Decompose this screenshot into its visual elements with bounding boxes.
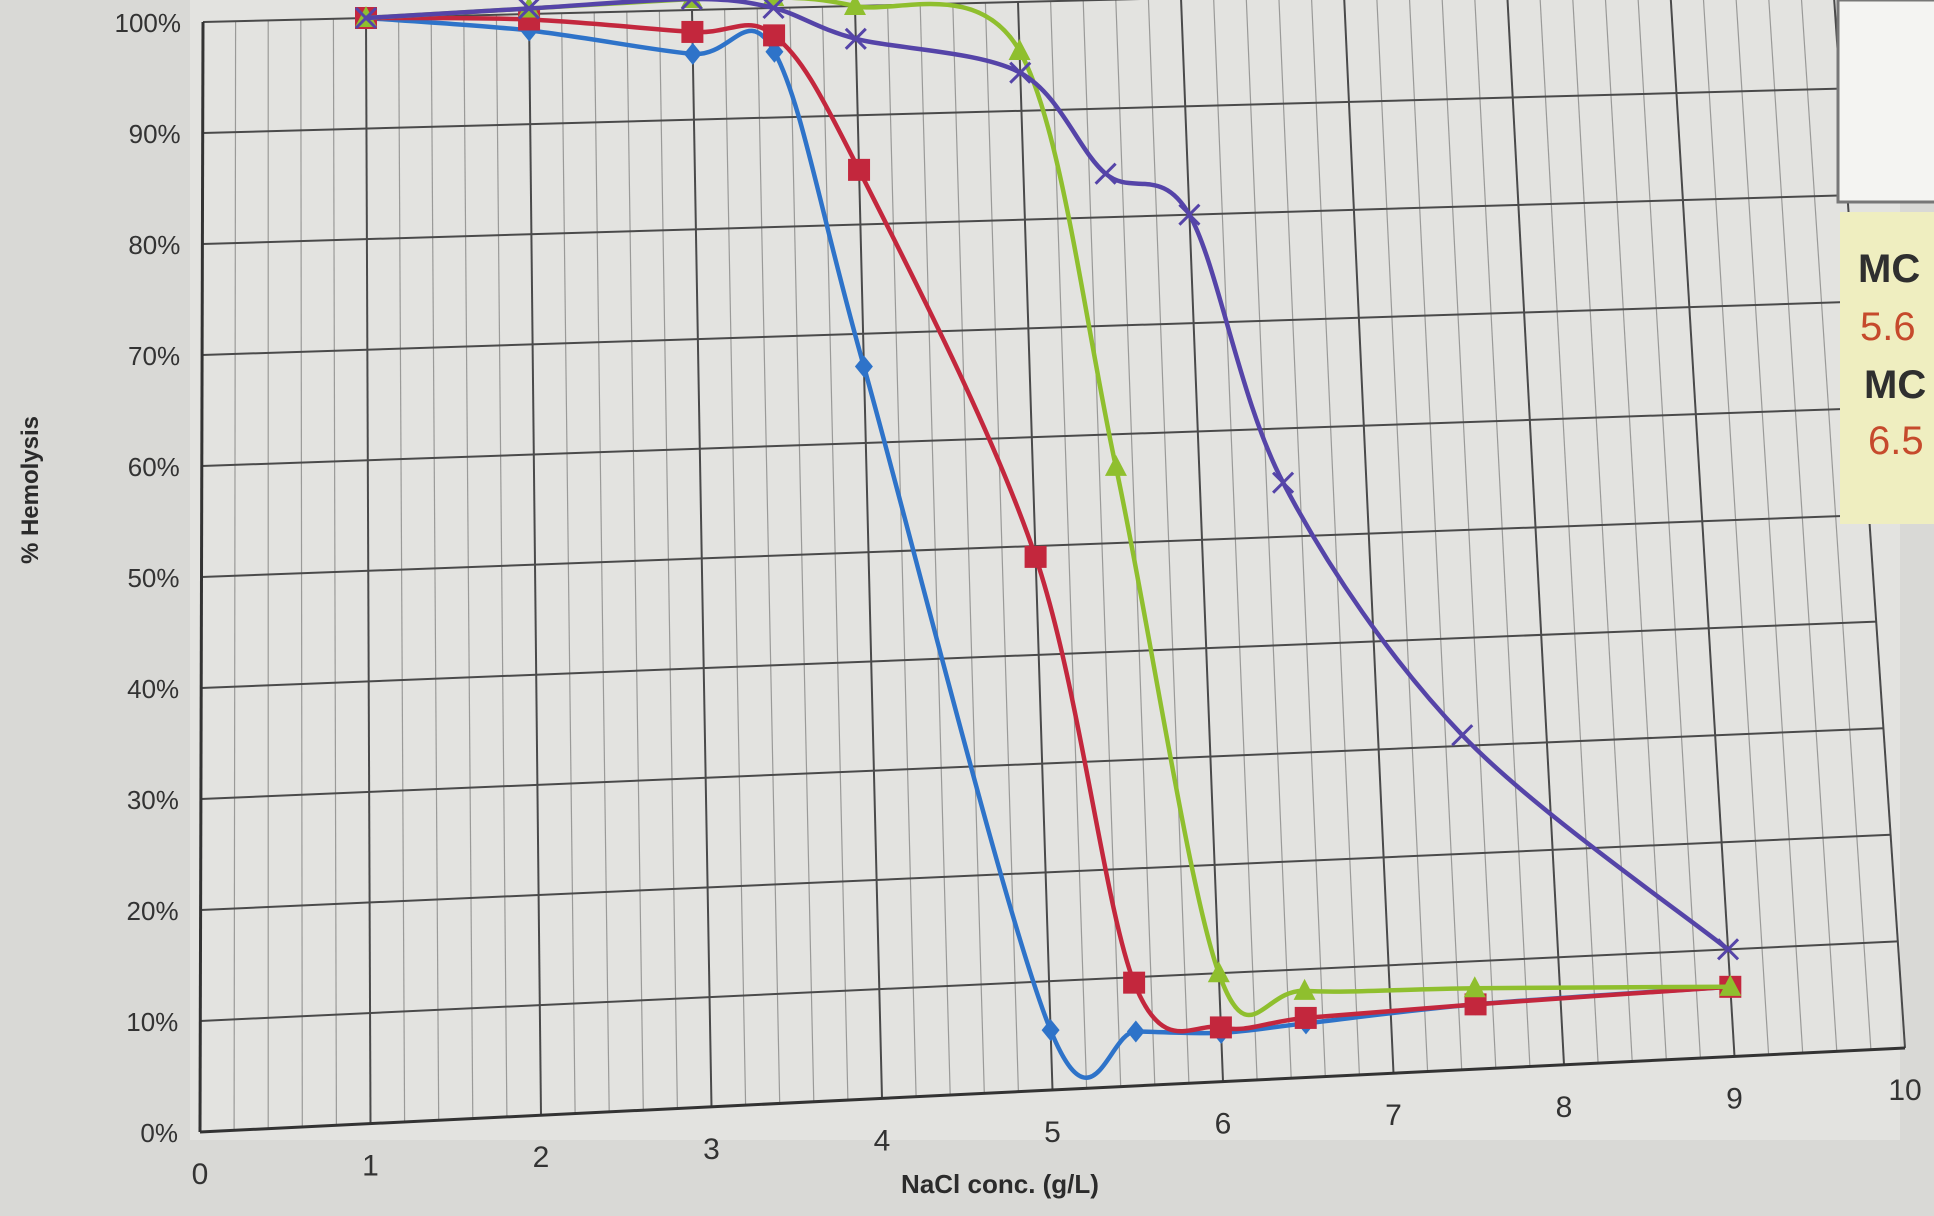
x-tick-label: 7 — [1385, 1099, 1402, 1132]
x-tick-label: 1 — [362, 1150, 379, 1183]
series-2-point — [1464, 993, 1487, 1016]
y-tick-label: 0% — [140, 1118, 178, 1148]
y-tick-label: 20% — [127, 896, 179, 926]
series-1-point — [1041, 1019, 1060, 1042]
series-4 — [354, 0, 1740, 961]
major-grid-line — [200, 940, 1898, 1022]
major-grid-line — [202, 194, 1848, 245]
side-panel: MC 5.6 MC 6.5 — [1836, 0, 1934, 524]
series-3-point — [1008, 38, 1031, 60]
side-panel-line-4: 6.5 — [1868, 419, 1924, 463]
x-tick-label: 6 — [1215, 1108, 1232, 1141]
x-tick-label: 2 — [533, 1141, 550, 1174]
x-tick-label: 10 — [1888, 1074, 1921, 1107]
series-4-point — [844, 27, 867, 50]
series-3-line — [363, 0, 1733, 1018]
y-tick-labels: 0% 10% 20% 30% 40% 50% 60% 70% 80% 90% 100% — [115, 8, 182, 1148]
side-panel-line-2: 5.6 — [1860, 305, 1916, 349]
series-2-point — [1024, 545, 1047, 568]
series-4-point — [1272, 471, 1295, 494]
series-3-point — [1207, 961, 1230, 983]
data-series — [354, 0, 1742, 1080]
series-4-point — [354, 6, 378, 30]
series-4-point — [1451, 724, 1474, 747]
major-grid-line — [200, 833, 1891, 911]
x-tick-label: 4 — [874, 1124, 891, 1157]
series-2-point — [1209, 1016, 1232, 1039]
side-panel-line-3: MC — [1864, 363, 1926, 407]
side-panel-note-box — [1840, 212, 1934, 524]
series-1-point — [854, 355, 873, 378]
plot-background — [190, 0, 1900, 1140]
series-3-point — [1293, 978, 1316, 1000]
x-tick-label: 5 — [1044, 1116, 1061, 1149]
side-panel-line-1: MC — [1858, 247, 1920, 291]
x-axis-title: NaCl conc. (g/L) — [901, 1169, 1099, 1199]
x-axis-line — [199, 1046, 1906, 1134]
y-tick-label: 10% — [126, 1007, 178, 1037]
major-grid-line — [201, 407, 1862, 467]
x-tick-label: 3 — [703, 1133, 720, 1166]
x-tick-label: 8 — [1556, 1091, 1573, 1124]
series-2-point — [1123, 971, 1146, 994]
y-tick-label: 70% — [128, 341, 180, 371]
series-4-line — [363, 0, 1731, 952]
series-2-point — [848, 158, 871, 181]
x-tick-label: 0 — [192, 1158, 209, 1191]
series-4-point — [1178, 203, 1201, 226]
series-1-point — [683, 42, 702, 65]
axes — [198, 21, 1906, 1134]
series-3-point — [844, 0, 866, 15]
series-4-point — [1009, 61, 1032, 84]
y-tick-label: 30% — [127, 785, 179, 815]
y-tick-label: 90% — [129, 119, 181, 149]
series-2-point — [1294, 1006, 1317, 1029]
x-tick-labels: 0 1 2 3 4 5 6 7 8 9 10 — [192, 1074, 1922, 1191]
side-panel-top-box — [1836, 0, 1934, 204]
y-tick-label: 100% — [115, 8, 182, 38]
x-tick-label: 9 — [1726, 1082, 1743, 1115]
major-grid-line — [202, 87, 1841, 134]
y-tick-label: 50% — [127, 563, 179, 593]
series-3-point — [1719, 974, 1742, 996]
y-tick-label: 40% — [127, 674, 179, 704]
series-4-point — [1716, 938, 1740, 961]
y-axis-title: % Hemolysis — [17, 416, 44, 564]
major-grid-line — [201, 620, 1877, 689]
series-4-point — [762, 0, 785, 20]
series-4-point — [517, 0, 541, 20]
series-2-point — [763, 24, 786, 47]
series-3-point — [1104, 454, 1127, 476]
y-tick-label: 80% — [128, 230, 180, 260]
series-2-point — [681, 20, 704, 43]
major-grid-line — [202, 300, 1855, 356]
series-1-point — [1126, 1020, 1145, 1043]
series-4-point — [680, 0, 703, 11]
series-4-point — [1094, 162, 1117, 185]
series-3-point — [1463, 976, 1486, 998]
major-grid-line — [202, 0, 1141, 23]
y-tick-label: 60% — [128, 452, 180, 482]
y-axis-line — [198, 21, 205, 1133]
major-grid-line — [200, 727, 1884, 800]
